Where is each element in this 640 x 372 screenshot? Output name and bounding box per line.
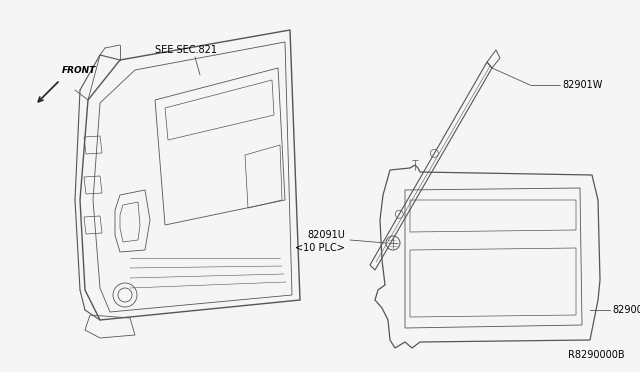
Text: 82091U: 82091U [307, 230, 345, 240]
Text: FRONT: FRONT [62, 66, 96, 75]
Text: <10 PLC>: <10 PLC> [295, 243, 345, 253]
Text: SEE SEC.821: SEE SEC.821 [155, 45, 217, 55]
Text: R8290000B: R8290000B [568, 350, 625, 360]
Text: 82901W: 82901W [562, 80, 602, 90]
Text: 82900P: 82900P [612, 305, 640, 315]
